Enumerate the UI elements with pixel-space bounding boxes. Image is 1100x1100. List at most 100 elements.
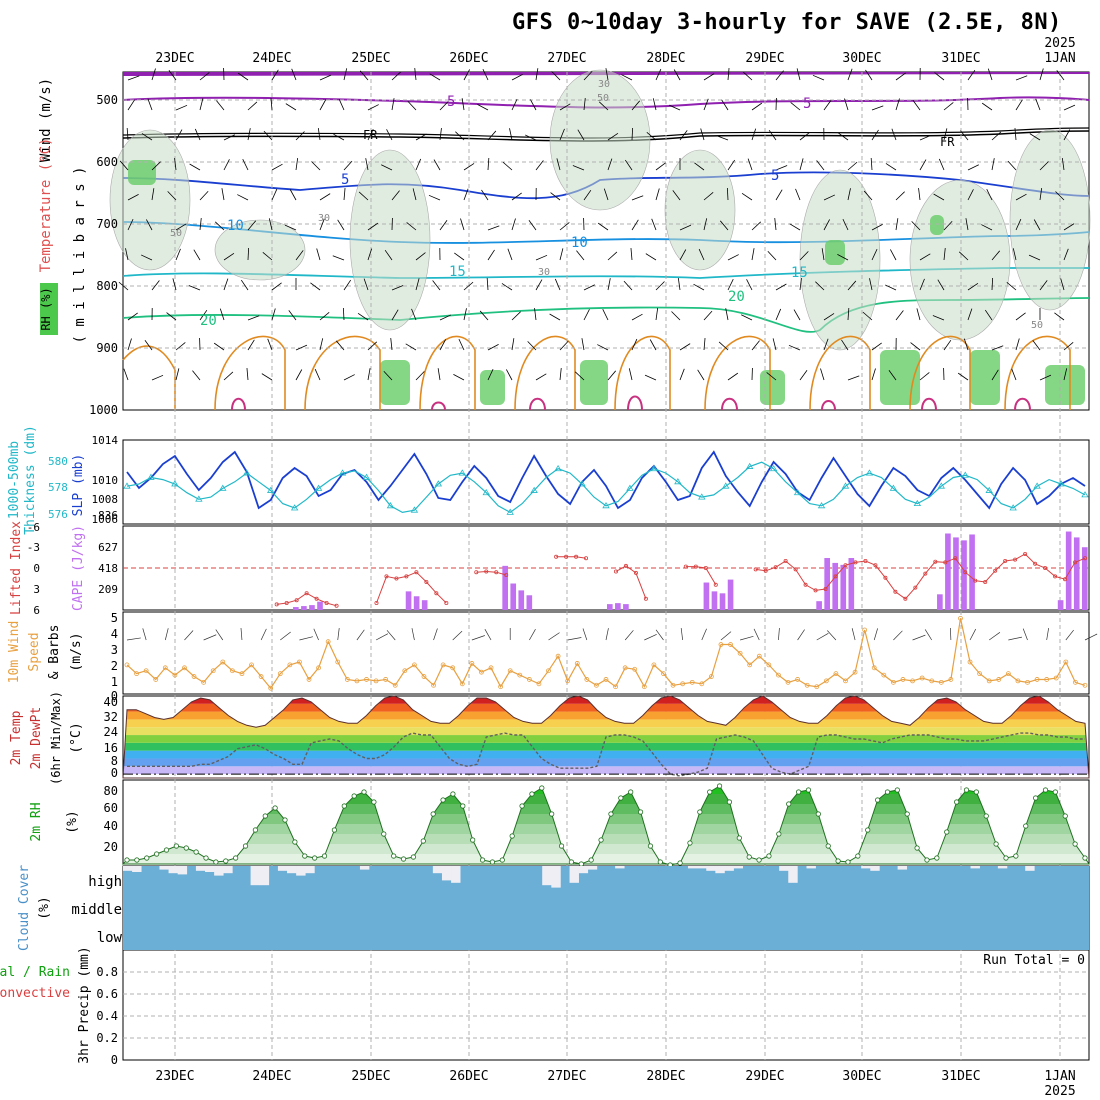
- axis-titles: Wind (m/s) Temperature (°C) RH (%) ( m i…: [0, 78, 92, 1064]
- wind-barb: [984, 309, 993, 321]
- wind-tick: 0: [111, 689, 118, 703]
- cape-bar: [607, 604, 613, 610]
- wind-barb: [175, 223, 187, 231]
- wind-barb: [943, 102, 954, 111]
- wind-barb: [725, 308, 729, 321]
- wind-barb: [559, 248, 564, 261]
- wind-speed-point: [421, 674, 427, 679]
- high-cloud-bar: [578, 866, 589, 874]
- surface-wind-barb: [548, 632, 560, 641]
- wind-speed-point: [919, 675, 925, 681]
- wind-barb: [943, 128, 948, 141]
- wind-barb: [487, 344, 499, 351]
- surface-wind-barb: [280, 631, 291, 641]
- cape-bar: [703, 582, 710, 610]
- lifted-index-point: [803, 582, 808, 587]
- wind-barb: [289, 189, 297, 201]
- wind-barb: [487, 249, 495, 261]
- wind-speed-point: [316, 665, 322, 671]
- wind-barb: [219, 308, 225, 321]
- wind-barb: [1063, 341, 1074, 351]
- wind-speed-line: [126, 618, 1086, 690]
- wind-tick: 5: [111, 611, 118, 625]
- wind-barb: [1060, 278, 1065, 291]
- wind-barb: [263, 130, 273, 141]
- wind-barb: [189, 163, 201, 171]
- wind-barb: [815, 281, 825, 291]
- thickness-point: [458, 469, 467, 476]
- cape-bar: [727, 579, 734, 610]
- wind-barb: [1063, 129, 1071, 141]
- thickness-point: [626, 484, 634, 491]
- rh-point: [983, 813, 989, 819]
- wind-barb: [391, 309, 399, 321]
- wind-barb: [172, 278, 177, 291]
- wind-speed-point: [977, 671, 983, 677]
- wind-barb: [607, 370, 617, 381]
- high-cloud-bar: [587, 866, 598, 870]
- thickness-tick: 576: [48, 508, 68, 521]
- wind-barb: [310, 282, 321, 291]
- thickness-point: [386, 502, 395, 509]
- wind-barb: [527, 341, 537, 351]
- cloud-title-2: (%): [37, 896, 52, 919]
- rh-point: [242, 843, 249, 849]
- rh-point: [233, 855, 239, 861]
- wind-speed-point: [134, 671, 139, 677]
- wind-barb: [367, 341, 378, 351]
- wind-barb: [1015, 99, 1023, 111]
- date-label: 27DEC: [547, 51, 586, 66]
- high-cloud-bar: [861, 866, 871, 869]
- wind-barb: [477, 104, 489, 111]
- thickness-point: [745, 462, 754, 469]
- pressure-tick: 500: [96, 93, 118, 107]
- wind-barb: [319, 311, 330, 321]
- cape-bar: [824, 558, 830, 610]
- upper-air-contours: [109, 69, 1091, 411]
- wind-barb: [141, 133, 153, 141]
- thickness-point: [698, 493, 706, 500]
- wind-speed-point: [297, 659, 302, 665]
- wind-barb: [767, 250, 777, 261]
- wind-barb: [1028, 254, 1041, 261]
- wind-barb: [528, 220, 537, 231]
- lifted-index-point: [793, 567, 798, 572]
- wind-barb: [703, 191, 714, 201]
- wind-barb: [1039, 374, 1052, 381]
- wind-barb: [384, 249, 393, 261]
- wind-barb: [943, 339, 952, 351]
- high-cloud-bar: [615, 866, 625, 869]
- wind-barb: [631, 100, 641, 111]
- wind-barb: [391, 98, 395, 111]
- wind-barb: [838, 132, 849, 141]
- wind-barb: [295, 344, 308, 351]
- wind-barb: [775, 283, 787, 291]
- wind-barb: [535, 373, 547, 381]
- wind-barb: [291, 68, 297, 81]
- wind-barb: [991, 345, 1004, 351]
- high-cloud-bar: [724, 866, 734, 871]
- thickness-point: [1033, 482, 1041, 489]
- wind-tick: 4: [111, 627, 118, 641]
- wind-barb: [1039, 280, 1048, 291]
- thickness-point: [338, 469, 347, 476]
- high-cloud-bar: [259, 866, 270, 886]
- wind-barb: [511, 74, 523, 81]
- rh-point: [400, 856, 407, 862]
- wind-barb: [981, 102, 993, 111]
- rh-point: [786, 801, 792, 807]
- wind-barb: [127, 338, 132, 351]
- wind-barb: [285, 103, 297, 111]
- precip-tick: 0: [111, 1053, 118, 1067]
- surface-wind-barb: [142, 628, 147, 641]
- date-label: 25DEC: [351, 1069, 390, 1084]
- wind-speed-point: [239, 671, 245, 677]
- temp-band: [123, 703, 1089, 712]
- rh-band: [123, 824, 1089, 834]
- rh-point: [341, 803, 347, 809]
- year-label: 2025: [1044, 1084, 1075, 1099]
- wind-barb: [439, 339, 446, 351]
- temp-band: [123, 696, 1089, 704]
- wind-barb: [140, 254, 153, 261]
- temp-ticks: 40 32 24 16 8 0: [104, 695, 118, 780]
